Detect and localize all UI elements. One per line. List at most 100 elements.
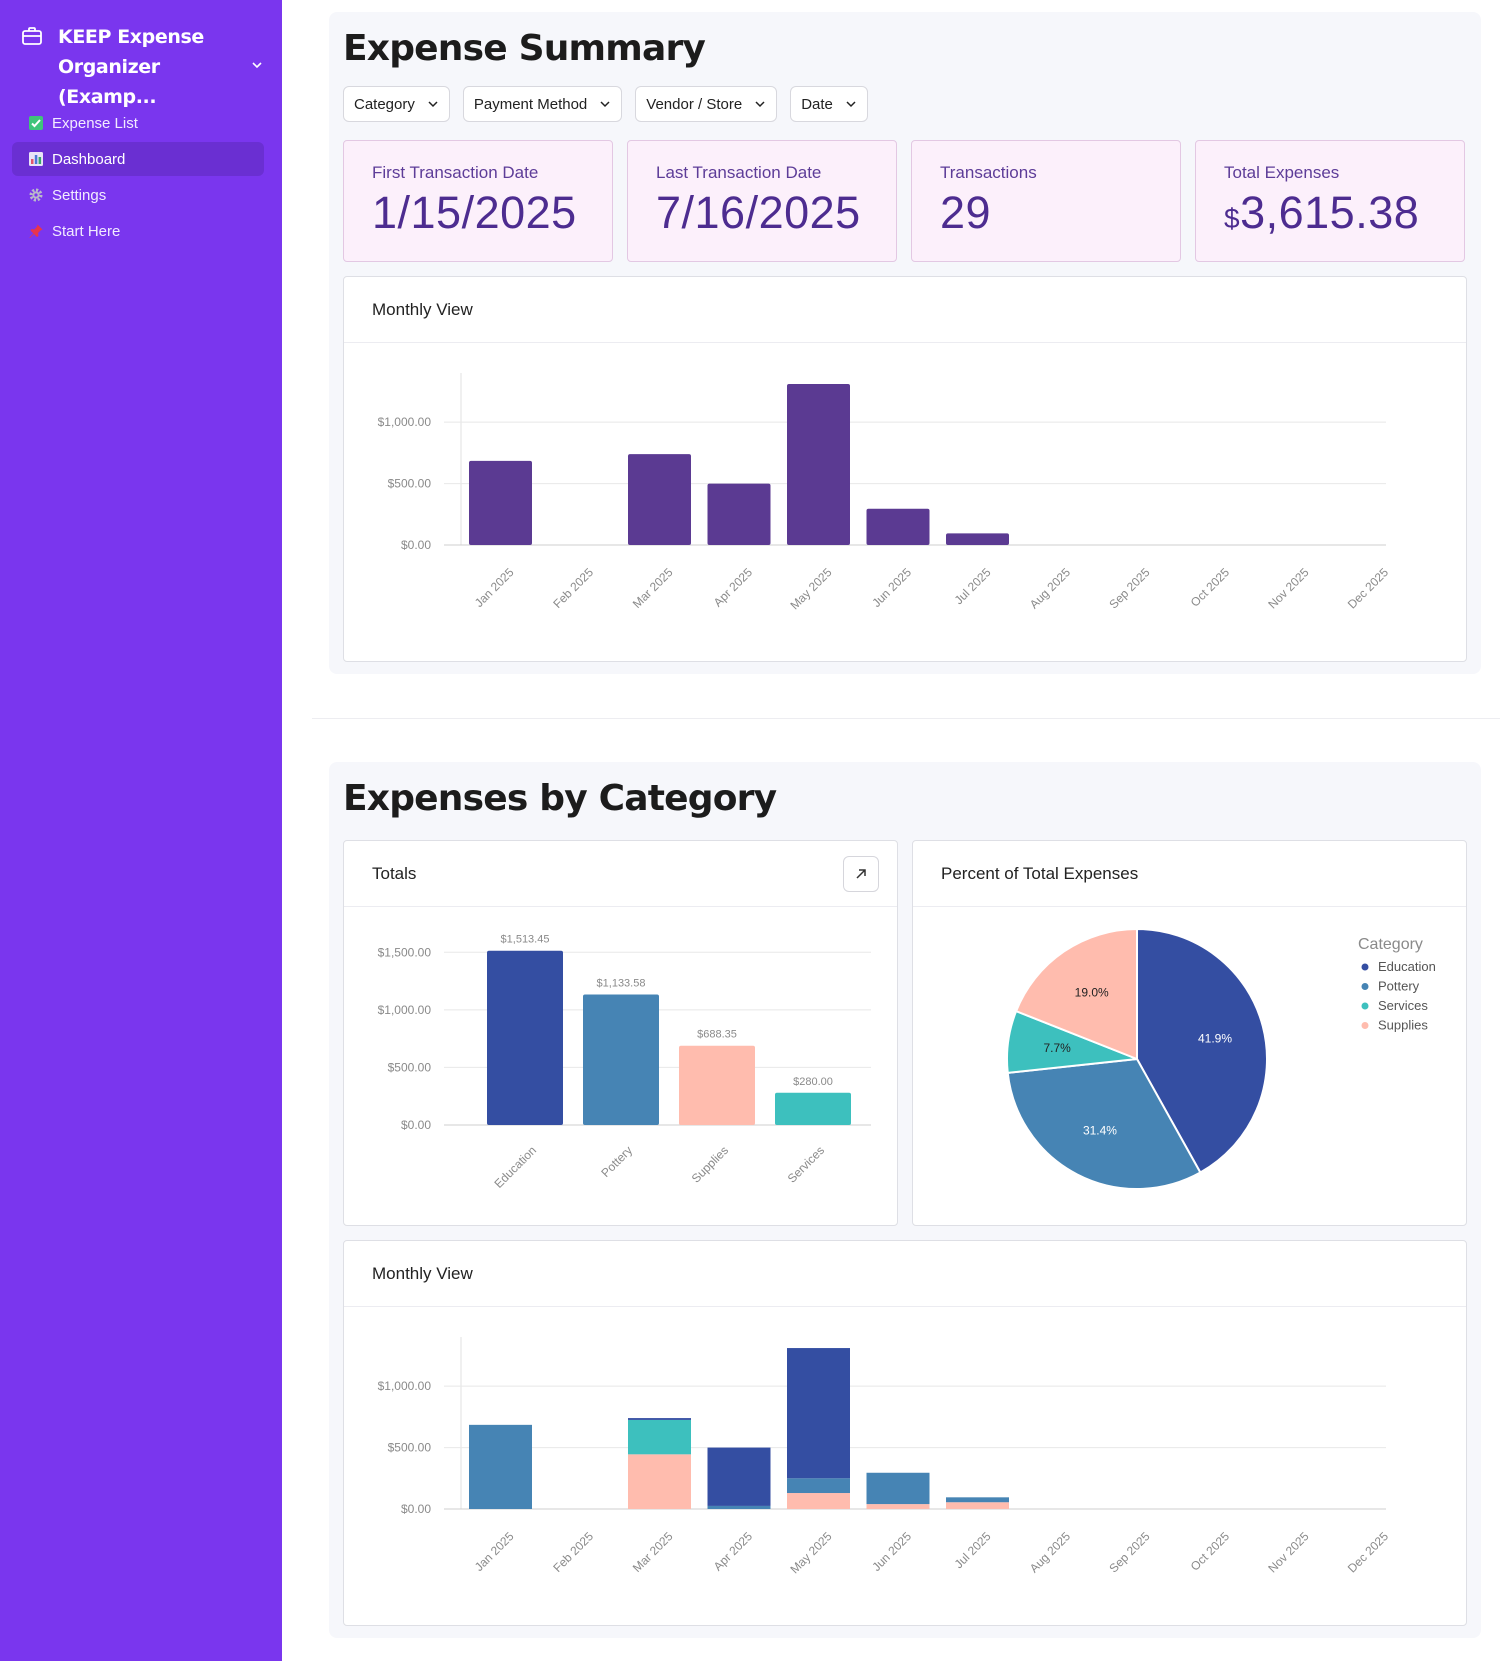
total-amount: 3,615.38 xyxy=(1240,187,1420,238)
date-filter[interactable]: Date xyxy=(790,86,868,122)
briefcase-icon xyxy=(22,27,42,45)
x-tick-label: Aug 2025 xyxy=(1027,1529,1073,1575)
x-tick-label: May 2025 xyxy=(787,565,834,612)
stacked-bar-segment xyxy=(946,1502,1009,1509)
stacked-bar-segment xyxy=(787,1493,850,1509)
filter-label: Category xyxy=(354,95,415,113)
expenses-by-category-title: Expenses by Category xyxy=(343,778,777,819)
monthly-view-card: Monthly View $0.00 $500.00 $1,000.00 Jan 20… xyxy=(343,276,1467,662)
totals-card: Totals $0.00 $500.00 $1,000.00 $1,500.00 $1,… xyxy=(343,840,898,1226)
x-tick-label: Education xyxy=(491,1143,539,1191)
x-tick-label: Mar 2025 xyxy=(630,565,676,611)
stacked-bar-segment xyxy=(707,1505,771,1509)
payment-method-filter[interactable]: Payment Method xyxy=(462,86,623,122)
filter-label: Payment Method xyxy=(473,95,588,113)
x-tick-label: Feb 2025 xyxy=(550,565,596,611)
card-title: Totals xyxy=(372,863,417,883)
sidebar-item-expense-list[interactable]: Expense List xyxy=(12,106,264,140)
chevron-down-icon xyxy=(755,101,765,108)
legend-swatch xyxy=(1361,963,1369,971)
x-tick-label: Jul 2025 xyxy=(952,565,994,607)
x-tick-label: Sep 2025 xyxy=(1106,1529,1152,1575)
pie-slice xyxy=(1006,1057,1202,1190)
stacked-bar-segment xyxy=(787,1348,850,1479)
kpi-first-transaction: First Transaction Date 1/15/2025 xyxy=(343,140,613,262)
filter-label: Vendor / Store xyxy=(646,95,743,113)
x-tick-label: Apr 2025 xyxy=(711,1529,756,1574)
y-tick-label: $0.00 xyxy=(401,1502,431,1516)
sidebar-item-start-here[interactable]: Start Here xyxy=(12,214,264,248)
x-tick-label: Nov 2025 xyxy=(1265,1529,1311,1575)
gear-icon xyxy=(29,188,43,202)
bar xyxy=(628,454,691,545)
pie-slice xyxy=(1014,927,1138,1061)
category-pie-chart: 41.9% 31.4% 7.7% 19.0% Category Education Pott… xyxy=(1006,927,1436,1190)
sidebar-item-dashboard[interactable]: Dashboard xyxy=(12,142,264,176)
kpi-value: 29 xyxy=(940,187,992,238)
bar xyxy=(787,384,850,545)
sidebar-item-label: Expense List xyxy=(52,114,138,132)
stacked-bar-segment xyxy=(469,1424,532,1509)
data-label: $1,513.45 xyxy=(501,934,550,946)
slice-label: 19.0% xyxy=(1075,985,1109,999)
y-tick-label: $0.00 xyxy=(401,1118,431,1132)
x-tick-label: Jun 2025 xyxy=(869,565,914,610)
section-divider xyxy=(312,718,1500,719)
card-title: Monthly View xyxy=(344,1241,1466,1307)
x-tick-label: Pottery xyxy=(598,1143,635,1180)
legend-label: Education xyxy=(1378,959,1436,974)
percent-card: Percent of Total Expenses 41.9% 31.4% 7.7%… xyxy=(912,840,1467,1226)
category-filter[interactable]: Category xyxy=(343,86,450,122)
vendor-store-filter[interactable]: Vendor / Store xyxy=(635,86,778,122)
x-tick-label: Nov 2025 xyxy=(1265,565,1311,611)
kpi-total-expenses: Total Expenses $3,615.38 xyxy=(1195,140,1465,262)
sidebar-nav: Expense List Dashboard Settings Start He… xyxy=(12,106,264,250)
bar xyxy=(469,460,532,545)
data-label: $280.00 xyxy=(793,1076,833,1088)
x-tick-label: Sep 2025 xyxy=(1106,565,1152,611)
expand-button[interactable] xyxy=(843,856,879,892)
stacked-bar-segment xyxy=(946,1497,1009,1503)
kpi-label: Transactions xyxy=(940,163,1037,182)
legend-label: Services xyxy=(1378,998,1428,1013)
sidebar-item-label: Start Here xyxy=(52,222,121,240)
stacked-bar-segment xyxy=(866,1472,930,1505)
x-tick-label: May 2025 xyxy=(787,1529,834,1576)
x-tick-label: Oct 2025 xyxy=(1188,1529,1233,1574)
stacked-bar-segment xyxy=(787,1478,850,1494)
chevron-down-icon xyxy=(428,101,438,108)
pie-slice xyxy=(1136,927,1268,1174)
slice-label: 31.4% xyxy=(1083,1124,1117,1138)
y-tick-label: $0.00 xyxy=(401,538,431,552)
monthly-bar-chart: $0.00 $500.00 $1,000.00 Jan 2025 Feb 2025 Mar… xyxy=(378,373,1391,612)
stacked-bar-segment xyxy=(628,1454,691,1509)
legend-swatch xyxy=(1361,983,1369,990)
sidebar-item-settings[interactable]: Settings xyxy=(12,178,264,212)
card-title: Percent of Total Expenses xyxy=(913,841,1466,907)
x-tick-label: Mar 2025 xyxy=(630,1529,676,1575)
bar xyxy=(487,950,563,1125)
kpi-label: Total Expenses xyxy=(1224,163,1340,182)
x-tick-label: Supplies xyxy=(689,1143,731,1185)
card-title: Monthly View xyxy=(344,277,1466,343)
category-monthly-view-card: Monthly View $0.00 $500.00 $1,000.00 Jan 20… xyxy=(343,1240,1467,1626)
y-tick-label: $500.00 xyxy=(388,477,432,491)
check-box-icon xyxy=(29,116,43,130)
legend-swatch xyxy=(1361,1022,1369,1029)
app-switcher[interactable]: KEEP Expense Organizer (Examp... xyxy=(20,22,270,112)
bar xyxy=(707,483,771,545)
sidebar-item-label: Dashboard xyxy=(52,150,126,168)
y-tick-label: $1,000.00 xyxy=(378,1379,432,1393)
kpi-label: Last Transaction Date xyxy=(656,163,822,182)
x-tick-label: Aug 2025 xyxy=(1027,565,1073,611)
arrow-up-right-icon xyxy=(856,869,866,879)
x-tick-label: Jan 2025 xyxy=(472,565,517,610)
kpi-value: 1/15/2025 xyxy=(372,187,577,238)
expense-summary-section: Expense Summary Category Payment Method … xyxy=(329,12,1481,674)
sidebar: KEEP Expense Organizer (Examp... Expense… xyxy=(0,0,282,1661)
chevron-down-icon xyxy=(846,101,856,108)
data-label: $688.35 xyxy=(697,1029,737,1041)
kpi-last-transaction: Last Transaction Date 7/16/2025 xyxy=(627,140,897,262)
bar xyxy=(866,508,930,545)
x-tick-label: Jul 2025 xyxy=(952,1529,994,1571)
